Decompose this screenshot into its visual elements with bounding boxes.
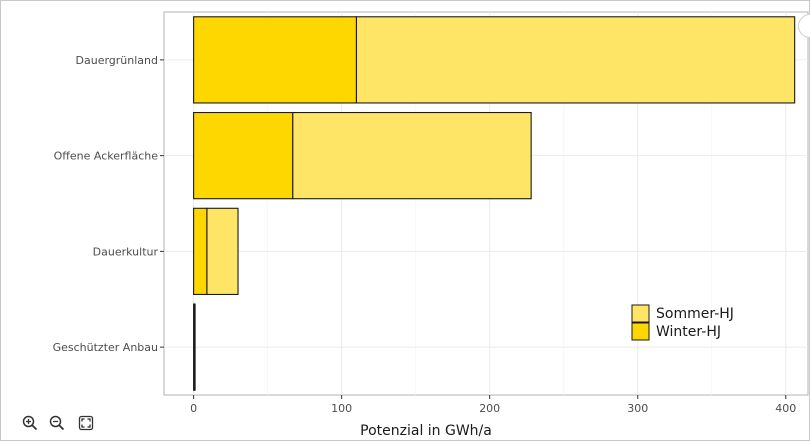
bar-winter-0 — [193, 16, 358, 104]
y-tick-label: Dauergrünland — [76, 54, 158, 67]
y-tick-label: Offene Ackerfläche — [54, 150, 159, 163]
bars — [193, 16, 796, 391]
x-tick-label: 200 — [479, 402, 500, 415]
bar-winter-1 — [193, 111, 294, 200]
legend-key — [631, 304, 650, 323]
bar-sommer-3 — [193, 303, 196, 391]
x-tick-label: 300 — [627, 402, 648, 415]
bar-winter-2 — [193, 207, 208, 296]
y-tick-label: Geschützter Anbau — [53, 341, 158, 354]
legend-label: Winter-HJ — [656, 324, 721, 340]
bar-sommer-0 — [355, 16, 796, 104]
x-axis-title: Potenzial in GWh/a — [360, 423, 492, 439]
legend: Sommer-HJ Winter-HJ — [631, 304, 734, 341]
zoom-in-icon — [22, 415, 38, 431]
zoom-out-icon — [49, 415, 65, 431]
bar-sommer-2 — [206, 207, 239, 296]
fit-screen-icon — [78, 415, 94, 431]
x-tick-label: 0 — [190, 402, 197, 415]
x-tick-label: 400 — [775, 402, 796, 415]
x-axis: 0 100 200 300 400 — [190, 395, 796, 415]
zoom-out-button[interactable] — [46, 412, 68, 434]
bar-sommer-1 — [292, 111, 532, 200]
y-tick-label: Dauerkultur — [93, 245, 159, 258]
x-tick-label: 100 — [331, 402, 352, 415]
legend-key — [631, 322, 650, 341]
fit-screen-button[interactable] — [75, 412, 97, 434]
zoom-in-button[interactable] — [19, 412, 41, 434]
legend-label: Sommer-HJ — [656, 306, 734, 322]
y-axis: Dauergrünland Offene Ackerfläche Dauerkult… — [53, 54, 164, 354]
